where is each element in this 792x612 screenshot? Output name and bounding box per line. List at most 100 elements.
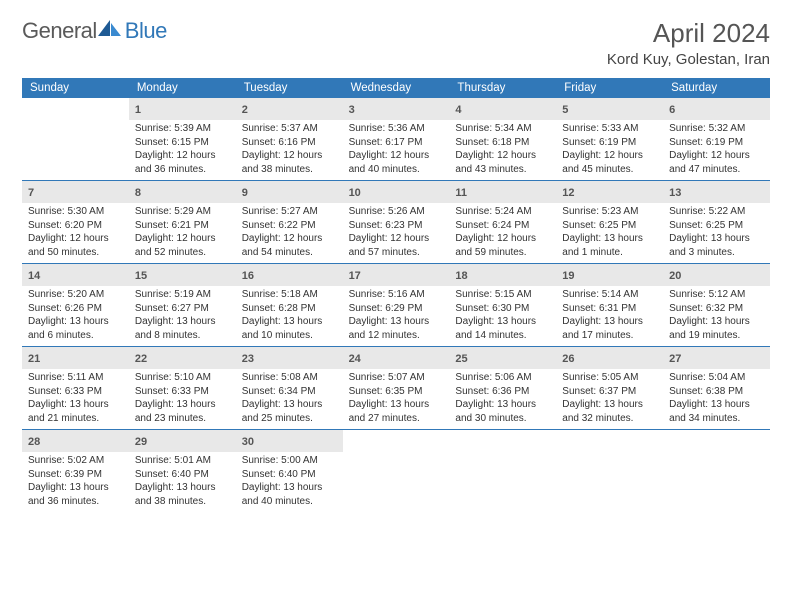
daylight-text: Daylight: 13 hours and 40 minutes. [242,481,337,508]
day-number-bar: 26 [556,347,663,369]
day-cell: 7Sunrise: 5:30 AMSunset: 6:20 PMDaylight… [22,181,129,263]
day-number-bar: 17 [343,264,450,286]
sunrise-text: Sunrise: 5:37 AM [242,122,337,136]
daylight-text: Daylight: 13 hours and 14 minutes. [455,315,550,342]
day-number-bar: 19 [556,264,663,286]
sunset-text: Sunset: 6:30 PM [455,302,550,316]
day-body: Sunrise: 5:27 AMSunset: 6:22 PMDaylight:… [236,203,343,263]
day-number-bar: 24 [343,347,450,369]
logo-text-blue: Blue [125,18,167,44]
day-cell: 29Sunrise: 5:01 AMSunset: 6:40 PMDayligh… [129,430,236,512]
day-number-bar: 18 [449,264,556,286]
sunrise-text: Sunrise: 5:19 AM [135,288,230,302]
sunrise-text: Sunrise: 5:23 AM [562,205,657,219]
week-row: 14Sunrise: 5:20 AMSunset: 6:26 PMDayligh… [22,264,770,347]
day-number-bar: 2 [236,98,343,120]
day-number: 7 [28,187,34,199]
day-number: 14 [28,270,40,282]
daylight-text: Daylight: 12 hours and 52 minutes. [135,232,230,259]
day-cell: 10Sunrise: 5:26 AMSunset: 6:23 PMDayligh… [343,181,450,263]
day-number: 5 [562,104,568,116]
day-number: 23 [242,353,254,365]
day-cell [556,430,663,512]
day-number: 26 [562,353,574,365]
daylight-text: Daylight: 12 hours and 36 minutes. [135,149,230,176]
day-cell: 23 Sunrise: 5:08 AMSunset: 6:34 PMDayligh… [236,347,343,429]
week-row: 28Sunrise: 5:02 AMSunset: 6:39 PMDayligh… [22,430,770,512]
sunrise-text: Sunrise: 5:33 AM [562,122,657,136]
dow-sunday: Sunday [22,78,129,98]
daylight-text: Daylight: 13 hours and 30 minutes. [455,398,550,425]
day-number-bar: 6 [663,98,770,120]
sunrise-text: Sunrise: 5:29 AM [135,205,230,219]
day-body: Sunrise: 5:39 AMSunset: 6:15 PMDaylight:… [129,120,236,180]
sunset-text: Sunset: 6:36 PM [455,385,550,399]
day-cell: 12Sunrise: 5:23 AMSunset: 6:25 PMDayligh… [556,181,663,263]
sunrise-text: Sunrise: 5:01 AM [135,454,230,468]
day-number: 1 [135,104,141,116]
day-cell: 27Sunrise: 5:04 AMSunset: 6:38 PMDayligh… [663,347,770,429]
day-number-bar: 25 [449,347,556,369]
location-text: Kord Kuy, Golestan, Iran [607,51,770,68]
daylight-text: Daylight: 12 hours and 59 minutes. [455,232,550,259]
sunrise-text: Sunrise: 5:26 AM [349,205,444,219]
day-body: Sunrise: 5:29 AMSunset: 6:21 PMDaylight:… [129,203,236,263]
day-cell: 26Sunrise: 5:05 AMSunset: 6:37 PMDayligh… [556,347,663,429]
day-body: Sunrise: 5:24 AMSunset: 6:24 PMDaylight:… [449,203,556,263]
sunrise-text: Sunrise: 5:32 AM [669,122,764,136]
daylight-text: Daylight: 12 hours and 54 minutes. [242,232,337,259]
daylight-text: Daylight: 13 hours and 36 minutes. [28,481,123,508]
day-number-bar: 30 [236,430,343,452]
sunset-text: Sunset: 6:39 PM [28,468,123,482]
daylight-text: Daylight: 12 hours and 50 minutes. [28,232,123,259]
day-number: 24 [349,353,361,365]
sunrise-text: Sunrise: 5:06 AM [455,371,550,385]
day-cell [22,98,129,180]
dow-wednesday: Wednesday [343,78,450,98]
day-cell: 20Sunrise: 5:12 AMSunset: 6:32 PMDayligh… [663,264,770,346]
day-number: 6 [669,104,675,116]
sunrise-text: Sunrise: 5:04 AM [669,371,764,385]
sunrise-text: Sunrise: 5:30 AM [28,205,123,219]
day-body: Sunrise: 5:22 AMSunset: 6:25 PMDaylight:… [663,203,770,263]
day-body: Sunrise: 5:19 AMSunset: 6:27 PMDaylight:… [129,286,236,346]
day-body: Sunrise: 5:07 AMSunset: 6:35 PMDaylight:… [343,369,450,429]
week-row: 21Sunrise: 5:11 AMSunset: 6:33 PMDayligh… [22,347,770,430]
day-body: Sunrise: 5:08 AMSunset: 6:34 PMDaylight:… [236,369,343,429]
day-body: Sunrise: 5:36 AMSunset: 6:17 PMDaylight:… [343,120,450,180]
sunset-text: Sunset: 6:32 PM [669,302,764,316]
sunset-text: Sunset: 6:19 PM [669,136,764,150]
sunset-text: Sunset: 6:28 PM [242,302,337,316]
sunset-text: Sunset: 6:34 PM [242,385,337,399]
daylight-text: Daylight: 13 hours and 34 minutes. [669,398,764,425]
sunset-text: Sunset: 6:33 PM [135,385,230,399]
sunset-text: Sunset: 6:19 PM [562,136,657,150]
day-body: Sunrise: 5:04 AMSunset: 6:38 PMDaylight:… [663,369,770,429]
sunset-text: Sunset: 6:40 PM [135,468,230,482]
daylight-text: Daylight: 12 hours and 40 minutes. [349,149,444,176]
sunset-text: Sunset: 6:40 PM [242,468,337,482]
sunrise-text: Sunrise: 5:10 AM [135,371,230,385]
day-cell: 17Sunrise: 5:16 AMSunset: 6:29 PMDayligh… [343,264,450,346]
daylight-text: Daylight: 13 hours and 17 minutes. [562,315,657,342]
day-number-bar: 1 [129,98,236,120]
day-cell: 4Sunrise: 5:34 AMSunset: 6:18 PMDaylight… [449,98,556,180]
day-body: Sunrise: 5:18 AMSunset: 6:28 PMDaylight:… [236,286,343,346]
day-number: 17 [349,270,361,282]
day-cell: 6Sunrise: 5:32 AMSunset: 6:19 PMDaylight… [663,98,770,180]
day-number-bar: 7 [22,181,129,203]
day-cell: 2Sunrise: 5:37 AMSunset: 6:16 PMDaylight… [236,98,343,180]
page-header: General Blue April 2024 Kord Kuy, Golest… [22,18,770,68]
day-number: 9 [242,187,248,199]
daylight-text: Daylight: 13 hours and 25 minutes. [242,398,337,425]
day-number-bar: 9 [236,181,343,203]
day-body: Sunrise: 5:01 AMSunset: 6:40 PMDaylight:… [129,452,236,512]
sunrise-text: Sunrise: 5:15 AM [455,288,550,302]
day-body: Sunrise: 5:00 AMSunset: 6:40 PMDaylight:… [236,452,343,512]
day-number: 11 [455,187,467,199]
day-body: Sunrise: 5:12 AMSunset: 6:32 PMDaylight:… [663,286,770,346]
day-cell: 3Sunrise: 5:36 AMSunset: 6:17 PMDaylight… [343,98,450,180]
sunset-text: Sunset: 6:31 PM [562,302,657,316]
day-cell: 25 Sunrise: 5:06 AMSunset: 6:36 PMDayligh… [449,347,556,429]
daylight-text: Daylight: 13 hours and 32 minutes. [562,398,657,425]
